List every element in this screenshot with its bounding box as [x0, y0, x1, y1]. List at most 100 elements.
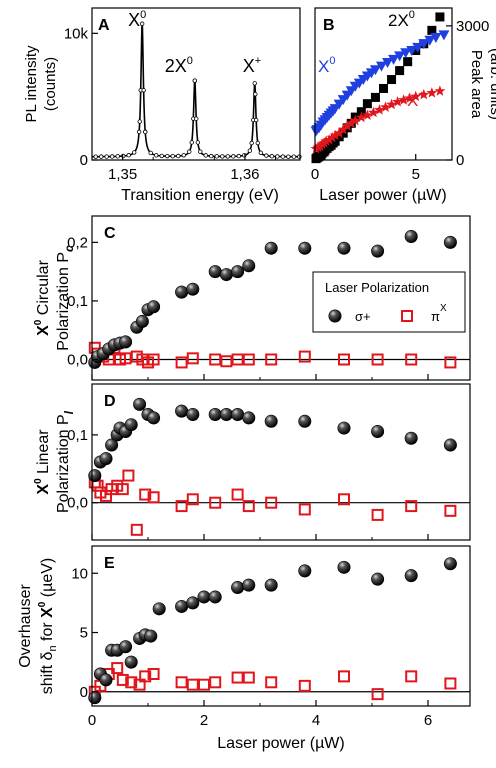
- legend-label-text: π: [431, 309, 440, 324]
- peak-label-text: 2X: [165, 56, 187, 76]
- data-point: [116, 673, 129, 686]
- y-label-rest: Linear: [35, 429, 52, 479]
- series-label-sup: 0: [409, 9, 415, 21]
- peak-label: 2X0: [165, 55, 193, 76]
- spectrum-point: [136, 129, 142, 135]
- spectrum-point: [159, 153, 164, 159]
- data-point: [242, 411, 256, 425]
- y-tick-label: 0,1: [67, 427, 88, 444]
- data-point: [371, 572, 385, 586]
- series-label-sup: 0: [329, 55, 335, 67]
- y-axis-label: Overhauser: [17, 584, 34, 668]
- data-point: [371, 508, 384, 521]
- y-axis-label-group: Peak area (arb. units): [468, 48, 496, 120]
- x-tick-label: 5: [412, 166, 420, 183]
- peak-label: X0: [128, 9, 146, 30]
- spectrum-point: [280, 154, 286, 159]
- spectrum-point: [286, 154, 291, 159]
- data-point: [443, 235, 457, 249]
- data-point: [175, 285, 189, 299]
- data-point: [231, 488, 244, 501]
- series-label-sup: +: [418, 89, 424, 101]
- data-point: [400, 48, 412, 59]
- spectrum-line: [92, 23, 300, 158]
- panel-label: D: [104, 393, 116, 410]
- y-axis-label-group: PL intensity (counts): [23, 45, 59, 122]
- data-point: [242, 500, 255, 513]
- data-point: [124, 655, 138, 669]
- data-point: [371, 353, 384, 366]
- data-point: [144, 629, 158, 643]
- legend-marker-square: [401, 310, 413, 322]
- spectrum-point: [187, 149, 192, 154]
- legend-box: [312, 271, 466, 333]
- panel-label: C: [104, 225, 116, 242]
- peak-label-sup: 0: [140, 9, 146, 21]
- spectrum-point: [209, 153, 214, 159]
- data-point: [427, 25, 437, 35]
- data-point: [341, 120, 353, 131]
- x-tick-label: 1,36: [230, 166, 259, 183]
- x-tick-label: 0: [88, 712, 96, 729]
- x-tick-label: 4: [312, 712, 320, 729]
- data-point: [242, 578, 256, 592]
- data-point: [338, 353, 350, 366]
- data-point: [242, 671, 255, 684]
- data-point: [430, 33, 442, 44]
- data-point: [426, 87, 438, 98]
- data-point: [404, 569, 418, 583]
- y-axis-label: Polarization Pl: [55, 410, 76, 513]
- data-point: [265, 353, 278, 366]
- spectrum-point: [236, 153, 242, 159]
- legend-title: Laser Polarization: [325, 280, 429, 295]
- y-axis-label: shift δn for X0 (µeV): [37, 558, 59, 695]
- data-point: [405, 500, 418, 513]
- y-tick-label: 3000: [456, 18, 489, 35]
- spectrum-point: [143, 129, 148, 135]
- data-point: [186, 352, 199, 365]
- data-point: [91, 479, 104, 492]
- spectrum-point: [176, 153, 181, 159]
- data-point: [209, 496, 222, 509]
- data-point: [152, 602, 166, 616]
- data-point: [231, 265, 245, 279]
- data-point: [349, 114, 361, 126]
- spectrum-point: [98, 154, 104, 159]
- data-point: [147, 353, 160, 366]
- data-point: [99, 673, 113, 687]
- data-point: [337, 421, 351, 435]
- data-point: [329, 129, 341, 141]
- y-axis-label: X0 Circular: [33, 259, 52, 335]
- y-label-sub: c: [62, 245, 76, 252]
- data-point: [338, 128, 348, 138]
- spectrum-point: [214, 154, 219, 159]
- data-point: [147, 668, 160, 680]
- spectrum-point: [181, 153, 186, 158]
- data-point: [133, 397, 147, 411]
- data-point: [298, 503, 311, 516]
- y-label-mid: for: [39, 618, 56, 646]
- data-point: [388, 54, 400, 65]
- data-point: [147, 411, 161, 425]
- spectrum-point: [137, 119, 142, 124]
- data-point: [404, 92, 416, 103]
- y-tick-label: 0: [80, 684, 88, 701]
- y-tick-label: 0,0: [67, 495, 88, 512]
- data-point: [371, 244, 385, 258]
- spectrum-point: [258, 150, 264, 155]
- y-label-sup: 0: [37, 601, 48, 607]
- spectrum-point: [126, 153, 131, 158]
- data-point: [371, 688, 384, 701]
- spectrum-point: [198, 149, 203, 154]
- series-label: X0: [318, 55, 335, 76]
- spectrum-point: [132, 150, 137, 155]
- peak-label-sup: +: [255, 55, 261, 67]
- data-point: [326, 131, 338, 143]
- x-tick-label: 6: [424, 712, 432, 729]
- data-point: [242, 353, 255, 366]
- series-label-text: X: [407, 91, 418, 110]
- data-point: [219, 268, 233, 282]
- spectrum-point: [264, 153, 269, 158]
- spectrum-point: [252, 81, 257, 86]
- data-point: [298, 564, 312, 578]
